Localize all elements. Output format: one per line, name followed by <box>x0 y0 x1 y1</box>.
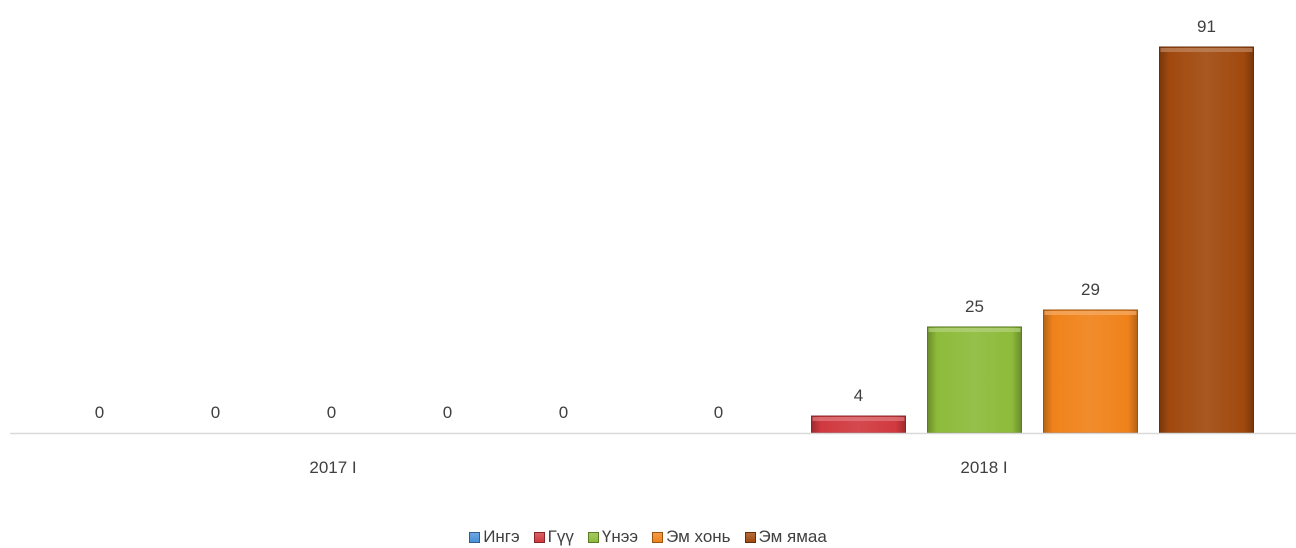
legend-item-2: Үнээ <box>587 527 639 547</box>
legend: Ингэ Гүү Үнээ Эм хонь Эм ямаа <box>0 526 1296 548</box>
legend-label: Эм ямаа <box>758 527 827 546</box>
bar-highlight-1-2 <box>928 327 1021 332</box>
legend-swatch-icon <box>469 531 481 543</box>
bar-1-3 <box>1043 309 1138 434</box>
bar-highlight-1-3 <box>1044 310 1137 315</box>
legend-label: Ингэ <box>483 527 520 546</box>
legend-label: Эм хонь <box>666 527 731 546</box>
bar-1-2 <box>927 326 1022 434</box>
category-label-1: 2018 I <box>960 458 1007 477</box>
data-label-1-4: 91 <box>1197 17 1216 36</box>
bar-highlight-1-4 <box>1160 48 1253 52</box>
legend-item-4: Эм ямаа <box>744 527 827 547</box>
legend-item-3: Эм хонь <box>652 527 731 547</box>
data-label-0-3: 0 <box>443 403 452 422</box>
data-label-1-1: 4 <box>854 386 863 405</box>
data-label-0-0: 0 <box>95 403 104 422</box>
bar-highlight-1-1 <box>812 417 905 422</box>
legend-swatch-icon <box>533 531 545 543</box>
bars-layer <box>811 46 1254 434</box>
legend-item-1: Гүү <box>533 527 574 547</box>
data-labels-layer: 0 0 0 0 0 0 4 25 29 91 <box>95 17 1216 422</box>
data-label-0-2: 0 <box>327 403 336 422</box>
data-label-1-0: 0 <box>714 403 723 422</box>
legend-swatch-icon <box>587 531 599 543</box>
bar-1-4 <box>1159 46 1254 434</box>
data-label-0-1: 0 <box>211 403 220 422</box>
legend-label: Үнээ <box>601 527 639 546</box>
legend-swatch-icon <box>744 531 756 543</box>
legend-label: Гүү <box>547 527 574 546</box>
data-label-0-4: 0 <box>559 403 568 422</box>
data-label-1-2: 25 <box>965 297 984 316</box>
legend-item-0: Ингэ <box>469 527 520 547</box>
data-label-1-3: 29 <box>1081 280 1100 299</box>
category-labels-layer: 2017 I 2018 I <box>309 458 1007 477</box>
legend-swatch-icon <box>652 531 664 543</box>
category-label-0: 2017 I <box>309 458 356 477</box>
